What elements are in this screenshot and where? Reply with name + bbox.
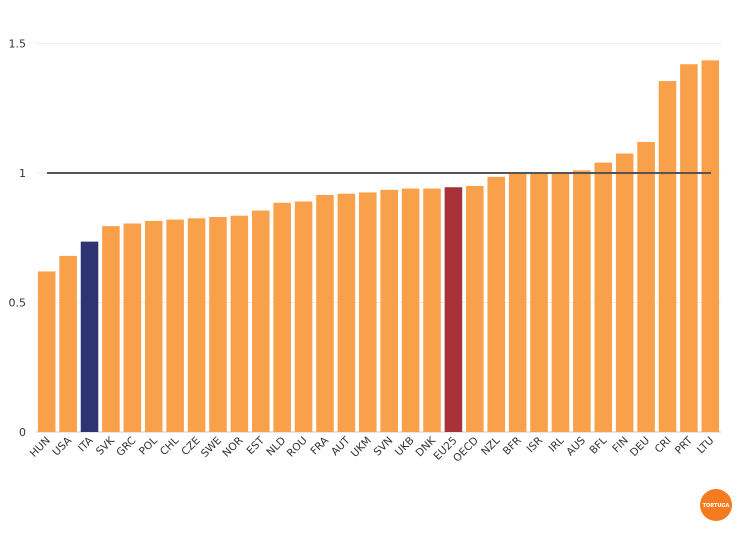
x-tick-label: DEU <box>628 435 652 459</box>
x-tick-label: AUT <box>329 434 353 458</box>
bar-pol <box>144 220 163 432</box>
bar-ltu <box>701 60 720 433</box>
bar-prt <box>680 64 698 432</box>
y-tick-label: 0 <box>19 426 26 439</box>
x-tick-label: USA <box>50 434 74 458</box>
x-tick-label: EST <box>244 434 267 457</box>
bar-grc <box>123 223 142 432</box>
x-tick-label: ROU <box>285 435 310 460</box>
x-tick-label: AUS <box>564 434 588 458</box>
bar-svk <box>102 226 120 432</box>
bar-fin <box>615 153 634 432</box>
x-tick-label: NZL <box>479 435 502 458</box>
x-tick-label: POL <box>137 435 160 458</box>
bar-svn <box>380 189 398 432</box>
x-tick-label: CZE <box>179 435 202 458</box>
x-tick-label: BFR <box>501 435 524 458</box>
y-axis-ticks: 0 0.5 1 1.5 <box>9 38 27 440</box>
x-tick-label: NLD <box>264 435 288 459</box>
x-tick-label: BFL <box>587 435 609 457</box>
bar-rou <box>294 201 313 432</box>
x-tick-label: SVN <box>371 435 395 459</box>
bar-nzl <box>487 176 506 432</box>
bar-aut <box>337 193 356 432</box>
x-tick-label: LTU <box>695 435 717 457</box>
bars <box>37 60 720 433</box>
x-tick-label: SWE <box>199 435 224 460</box>
x-tick-label: GRC <box>114 435 138 459</box>
y-tick-label: 1 <box>19 167 26 180</box>
x-tick-label: HUN <box>28 435 53 460</box>
logo-text: TORTUGA <box>703 503 730 509</box>
logo-circle <box>700 489 732 521</box>
bar-ukb <box>401 188 420 432</box>
bar-deu <box>637 141 655 433</box>
bar-irl <box>551 173 570 432</box>
x-tick-label: IRL <box>547 435 567 455</box>
x-tick-label: CRI <box>653 435 674 456</box>
bar-usa <box>59 255 77 432</box>
bar-swe <box>209 217 227 432</box>
x-tick-label: UKB <box>393 435 417 459</box>
bar-eu25 <box>444 187 463 432</box>
bar-cze <box>187 218 206 432</box>
tortuga-logo: TORTUGA <box>700 489 732 521</box>
x-tick-label: NOR <box>220 435 245 460</box>
x-tick-label: ITA <box>76 434 96 454</box>
bar-chl <box>166 219 184 432</box>
bar-nor <box>230 215 249 432</box>
x-tick-label: SVK <box>94 434 118 458</box>
x-tick-label: FIN <box>610 435 631 456</box>
bar-bfr <box>508 173 527 432</box>
bar-ita <box>80 241 99 432</box>
bar-aus <box>573 170 591 432</box>
bar-fra <box>316 195 334 432</box>
bar-cri <box>658 81 677 433</box>
x-tick-label: ISR <box>525 435 546 456</box>
x-tick-label: FRA <box>308 434 331 457</box>
bar-est <box>251 210 270 432</box>
bar-nld <box>273 202 291 432</box>
bar-hun <box>37 271 56 432</box>
bar-ukm <box>359 192 377 432</box>
bar-oecd <box>466 185 484 432</box>
x-tick-label: CHL <box>158 435 181 458</box>
x-tick-label: UKM <box>349 435 374 460</box>
bar-isr <box>530 173 548 432</box>
bar-dnk <box>423 188 441 432</box>
y-tick-label: 0.5 <box>9 297 27 310</box>
x-tick-label: PRT <box>673 434 696 457</box>
y-tick-label: 1.5 <box>9 38 27 51</box>
bar-bfl <box>594 162 613 432</box>
